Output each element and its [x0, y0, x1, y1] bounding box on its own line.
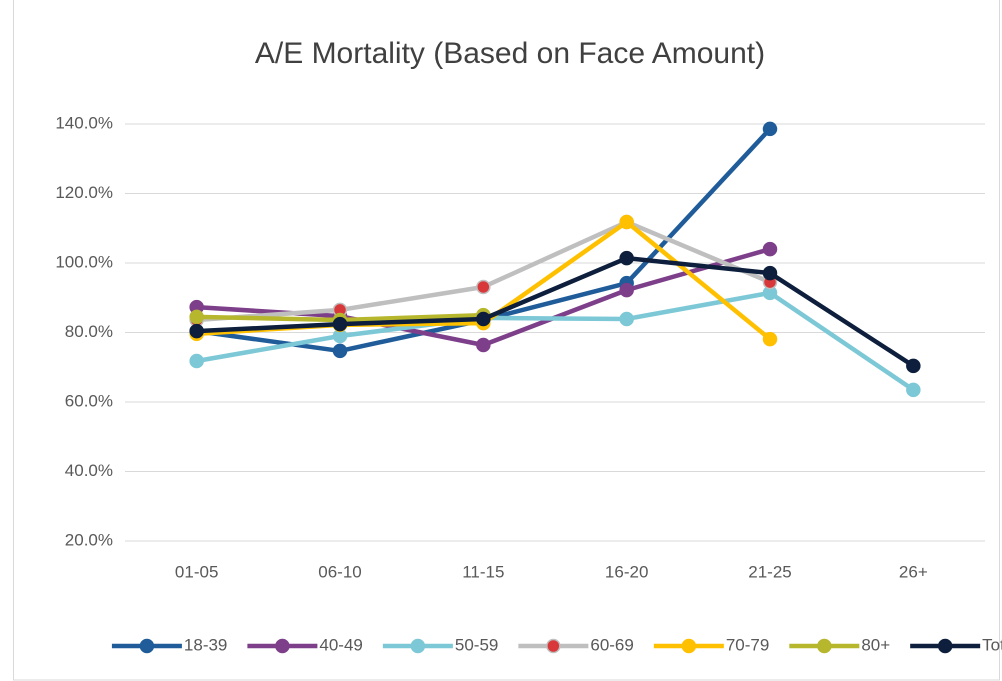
- point-marker: [762, 331, 778, 347]
- series-line: [196, 255, 915, 368]
- y-tick-label: 120.0%: [55, 183, 113, 202]
- legend-label: 18-39: [184, 635, 227, 654]
- point-marker: [619, 282, 634, 298]
- point-marker: [332, 343, 348, 359]
- x-tick-label: 26+: [899, 562, 928, 581]
- point-marker: [619, 311, 634, 327]
- point-marker: [762, 241, 778, 257]
- point-marker: [476, 279, 491, 295]
- y-tick-label: 140.0%: [55, 113, 113, 132]
- legend-marker: [817, 638, 832, 654]
- legend-label: 80+: [861, 635, 890, 654]
- y-tick-label: 100.0%: [55, 252, 113, 271]
- legend-marker: [546, 638, 561, 654]
- legend-label: Total: [982, 635, 1002, 654]
- legend-label: 50-59: [455, 635, 498, 654]
- y-tick-label: 80.0%: [65, 322, 113, 341]
- point-marker: [476, 311, 491, 327]
- legend-marker: [275, 638, 290, 654]
- chart-border: [13, 0, 1000, 681]
- x-tick-label: 01-05: [175, 562, 218, 581]
- point-marker: [906, 382, 921, 398]
- point-marker: [189, 323, 204, 339]
- series-line: [196, 290, 915, 392]
- legend-label: 40-49: [319, 635, 362, 654]
- chart-title: A/E Mortality (Based on Face Amount): [255, 37, 765, 70]
- legend-marker: [139, 638, 155, 654]
- y-tick-label: 20.0%: [65, 530, 113, 549]
- legend-marker: [410, 638, 426, 654]
- x-tick-label: 21-25: [748, 562, 791, 581]
- x-tick-label: 11-15: [462, 562, 504, 581]
- point-marker: [189, 309, 204, 325]
- legend-marker: [937, 638, 953, 654]
- point-marker: [906, 358, 921, 374]
- x-tick-label: 06-10: [318, 562, 361, 581]
- y-tick-label: 60.0%: [65, 391, 113, 410]
- point-marker: [619, 250, 634, 266]
- legend-label: 70-79: [726, 635, 769, 654]
- point-marker: [476, 337, 491, 353]
- legend-label: 60-69: [590, 635, 633, 654]
- point-marker: [332, 316, 348, 332]
- y-tick-label: 40.0%: [65, 461, 113, 480]
- point-marker: [762, 121, 778, 137]
- point-marker: [762, 265, 778, 281]
- x-tick-label: 16-20: [605, 562, 648, 581]
- legend-marker: [681, 638, 697, 654]
- point-marker: [189, 353, 204, 369]
- point-marker: [619, 214, 634, 230]
